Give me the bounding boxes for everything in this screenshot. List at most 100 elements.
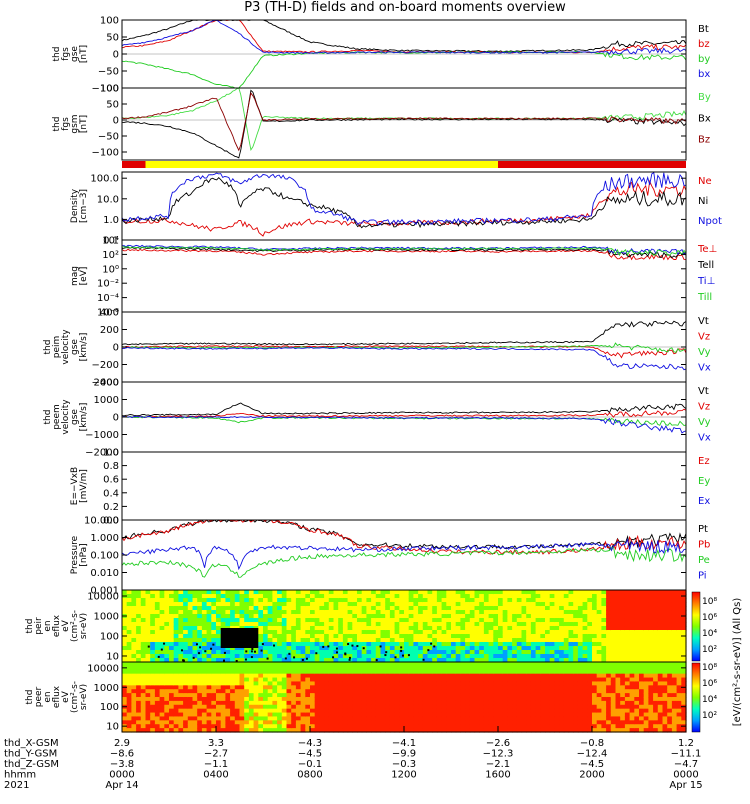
- spec-cell: [352, 708, 358, 714]
- spec-cell: [267, 602, 273, 607]
- spec-cell: [272, 681, 278, 686]
- spec-cell: [643, 724, 649, 729]
- spec-cell: [413, 728, 419, 733]
- spec-cell: [582, 614, 588, 619]
- spec-cell: [234, 669, 241, 675]
- spec-cell: [305, 642, 311, 647]
- ylabel-line: fgs: [61, 117, 71, 131]
- spec-cell: [465, 606, 471, 611]
- spec-cell: [347, 590, 353, 595]
- spec-cell: [258, 614, 264, 619]
- spec-cell: [596, 650, 602, 655]
- spec-cell: [662, 630, 668, 635]
- spec-cell: [441, 614, 447, 619]
- spec-cell: [399, 697, 405, 702]
- spec-cell: [587, 662, 593, 667]
- spec-cell: [263, 712, 269, 718]
- spec-cell: [145, 622, 151, 627]
- spec-cell: [530, 712, 537, 718]
- spec-cell: [507, 677, 513, 683]
- spec-cell: [446, 590, 452, 595]
- spec-cell: [295, 598, 302, 603]
- spec-cell: [587, 598, 593, 603]
- spec-cell: [145, 634, 151, 639]
- spec-cell: [563, 697, 570, 702]
- spec-cell: [385, 724, 391, 729]
- spec-cell: [305, 704, 311, 710]
- spec-cell: [639, 650, 645, 655]
- spec-cell: [206, 697, 212, 702]
- spec-cell: [568, 610, 574, 615]
- xtick-label: 1600: [485, 770, 510, 781]
- spec-cell: [305, 728, 311, 733]
- spec-cell: [281, 638, 288, 643]
- spec-cell: [451, 708, 457, 714]
- spec-cell: [559, 654, 565, 659]
- spec-cell: [587, 590, 593, 595]
- spec-cell: [507, 700, 513, 706]
- spec-cell: [479, 654, 485, 659]
- spec-cell: [521, 669, 527, 675]
- spec-cell: [192, 630, 198, 635]
- spec-cell: [671, 598, 678, 603]
- spec-cell: [549, 728, 555, 733]
- spec-cell: [521, 700, 527, 706]
- series-Bz: [121, 92, 687, 152]
- spec-cell: [263, 630, 269, 635]
- spec-cell: [460, 669, 466, 675]
- spec-cell: [413, 610, 419, 615]
- spec-cell: [465, 642, 471, 647]
- spec-cell: [385, 638, 391, 643]
- spec-cell: [671, 642, 678, 647]
- spec-cell: [441, 708, 447, 714]
- spec-cell: [342, 689, 349, 694]
- spec-cell: [413, 720, 419, 725]
- spec-cell: [469, 626, 476, 631]
- spec-cell: [530, 700, 537, 706]
- spec-cell: [272, 654, 278, 659]
- spec-cell: [239, 716, 245, 721]
- spec-cell: [413, 697, 419, 702]
- spec-cell: [126, 622, 132, 627]
- spec-cell: [305, 654, 311, 659]
- spec-cell: [596, 598, 602, 603]
- spec-cell: [422, 650, 429, 655]
- spec-cell: [324, 673, 330, 679]
- spec-cell: [385, 662, 391, 667]
- spec-cell: [131, 622, 137, 627]
- spec-cell: [498, 697, 504, 702]
- spec-cell: [592, 677, 598, 683]
- spec-cell: [404, 728, 410, 733]
- spec-cell: [216, 669, 222, 675]
- spec-cell: [310, 724, 316, 729]
- spec-cell: [216, 673, 222, 679]
- spec-cell: [394, 697, 400, 702]
- spec-cell: [277, 662, 283, 667]
- spec-cell: [427, 626, 433, 631]
- spec-cell: [432, 662, 438, 667]
- spec-cell: [140, 689, 147, 694]
- spec-cell: [676, 669, 682, 675]
- spec-cell: [507, 685, 513, 690]
- spec-cell: [169, 606, 175, 611]
- spec-cell: [624, 708, 631, 714]
- spec-cell: [258, 720, 264, 725]
- spec-cell: [432, 689, 438, 694]
- ytick-label: 10: [106, 722, 119, 733]
- spec-cell: [653, 642, 659, 647]
- spec-cell: [653, 665, 659, 671]
- spec-cell: [563, 626, 570, 631]
- spec-cell: [197, 590, 203, 595]
- spec-cell: [643, 590, 649, 595]
- spec-cell: [620, 646, 626, 651]
- spec-cell: [244, 704, 250, 710]
- spec-cell: [413, 590, 419, 595]
- spec-cell: [357, 712, 363, 718]
- spec-cell: [220, 654, 226, 659]
- spec-cell: [263, 626, 269, 631]
- spec-cell: [338, 594, 344, 599]
- spec-cell: [535, 614, 541, 619]
- spec-cell: [549, 654, 555, 659]
